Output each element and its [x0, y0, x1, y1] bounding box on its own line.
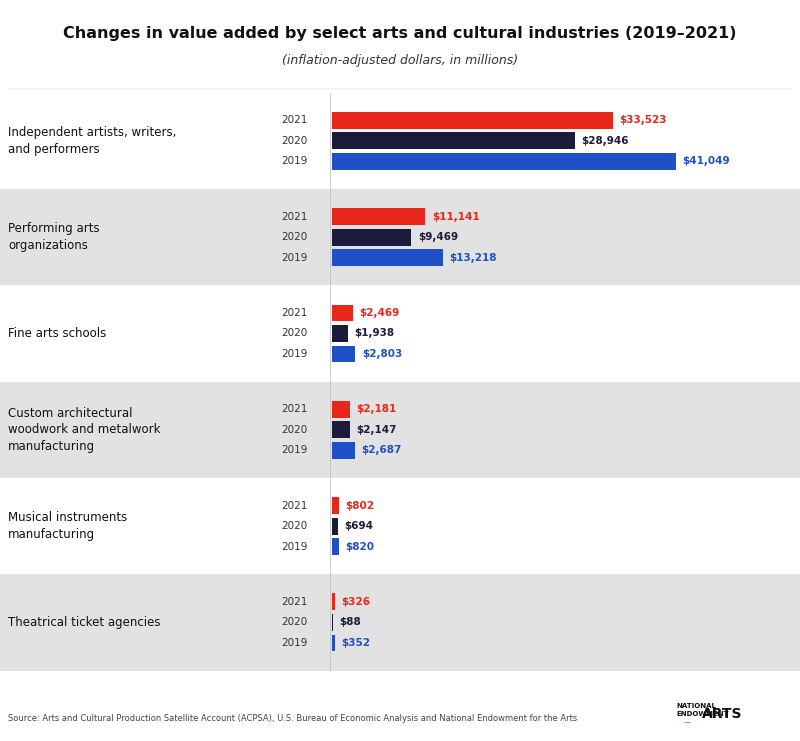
- Bar: [332, 229, 411, 245]
- Text: Changes in value added by select arts and cultural industries (2019–2021): Changes in value added by select arts an…: [63, 26, 737, 41]
- Text: $41,049: $41,049: [682, 156, 730, 166]
- Text: (inflation-adjusted dollars, in millions): (inflation-adjusted dollars, in millions…: [282, 54, 518, 67]
- Bar: [332, 422, 350, 438]
- Text: $9,469: $9,469: [418, 232, 458, 242]
- Text: —: —: [684, 720, 691, 725]
- Text: 2020: 2020: [282, 521, 308, 531]
- Text: $802: $802: [345, 501, 374, 511]
- Text: 2021: 2021: [282, 597, 308, 607]
- Text: NATIONAL
ENDOWMENT: NATIONAL ENDOWMENT: [676, 703, 729, 717]
- Text: $11,141: $11,141: [432, 212, 479, 222]
- Text: 2020: 2020: [282, 136, 308, 146]
- Text: Independent artists, writers,
and performers: Independent artists, writers, and perfor…: [8, 126, 176, 156]
- Text: 2019: 2019: [282, 253, 308, 262]
- Text: Theatrical ticket agencies: Theatrical ticket agencies: [8, 616, 161, 629]
- Text: 2021: 2021: [282, 116, 308, 125]
- Bar: [332, 442, 354, 459]
- Bar: [332, 305, 353, 322]
- Text: ARTS: ARTS: [702, 707, 743, 720]
- Bar: [332, 153, 676, 170]
- Text: 2021: 2021: [282, 405, 308, 414]
- Text: $28,946: $28,946: [581, 136, 629, 146]
- Bar: [332, 208, 426, 225]
- Text: $352: $352: [342, 638, 370, 648]
- Bar: [332, 538, 339, 555]
- Text: 2019: 2019: [282, 349, 308, 359]
- Text: Performing arts
organizations: Performing arts organizations: [8, 222, 100, 252]
- Bar: [332, 112, 613, 129]
- Text: 2019: 2019: [282, 542, 308, 551]
- Text: $1,938: $1,938: [354, 328, 394, 339]
- Bar: [332, 133, 574, 149]
- Text: $2,469: $2,469: [359, 308, 399, 318]
- Text: 2021: 2021: [282, 212, 308, 222]
- Text: 2019: 2019: [282, 445, 308, 455]
- Text: 2020: 2020: [282, 425, 308, 435]
- Text: $13,218: $13,218: [449, 253, 497, 262]
- Text: $2,803: $2,803: [362, 349, 402, 359]
- Bar: [332, 594, 334, 611]
- Text: 2021: 2021: [282, 308, 308, 318]
- Text: 2020: 2020: [282, 617, 308, 628]
- Text: 2020: 2020: [282, 232, 308, 242]
- Text: 2021: 2021: [282, 501, 308, 511]
- Bar: [332, 518, 338, 534]
- Text: Musical instruments
manufacturing: Musical instruments manufacturing: [8, 511, 127, 541]
- Bar: [0, 382, 800, 478]
- Bar: [332, 345, 355, 362]
- Text: $2,687: $2,687: [361, 445, 402, 455]
- Text: 2020: 2020: [282, 328, 308, 339]
- Bar: [0, 574, 800, 671]
- Text: $33,523: $33,523: [619, 116, 667, 125]
- Text: Custom architectural
woodwork and metalwork
manufacturing: Custom architectural woodwork and metalw…: [8, 407, 161, 453]
- Text: Source: Arts and Cultural Production Satellite Account (ACPSA), U.S. Bureau of E: Source: Arts and Cultural Production Sat…: [8, 714, 578, 723]
- Bar: [332, 249, 442, 266]
- Bar: [332, 401, 350, 418]
- Bar: [332, 325, 348, 342]
- Text: $88: $88: [339, 617, 361, 628]
- Text: 2019: 2019: [282, 638, 308, 648]
- Text: $2,147: $2,147: [356, 425, 397, 435]
- Bar: [332, 634, 335, 651]
- Bar: [0, 189, 800, 285]
- Text: $820: $820: [346, 542, 374, 551]
- Text: 2019: 2019: [282, 156, 308, 166]
- Text: $2,181: $2,181: [357, 405, 397, 414]
- Text: $694: $694: [344, 521, 374, 531]
- Bar: [332, 497, 338, 514]
- Text: Fine arts schools: Fine arts schools: [8, 327, 106, 340]
- Text: $326: $326: [341, 597, 370, 607]
